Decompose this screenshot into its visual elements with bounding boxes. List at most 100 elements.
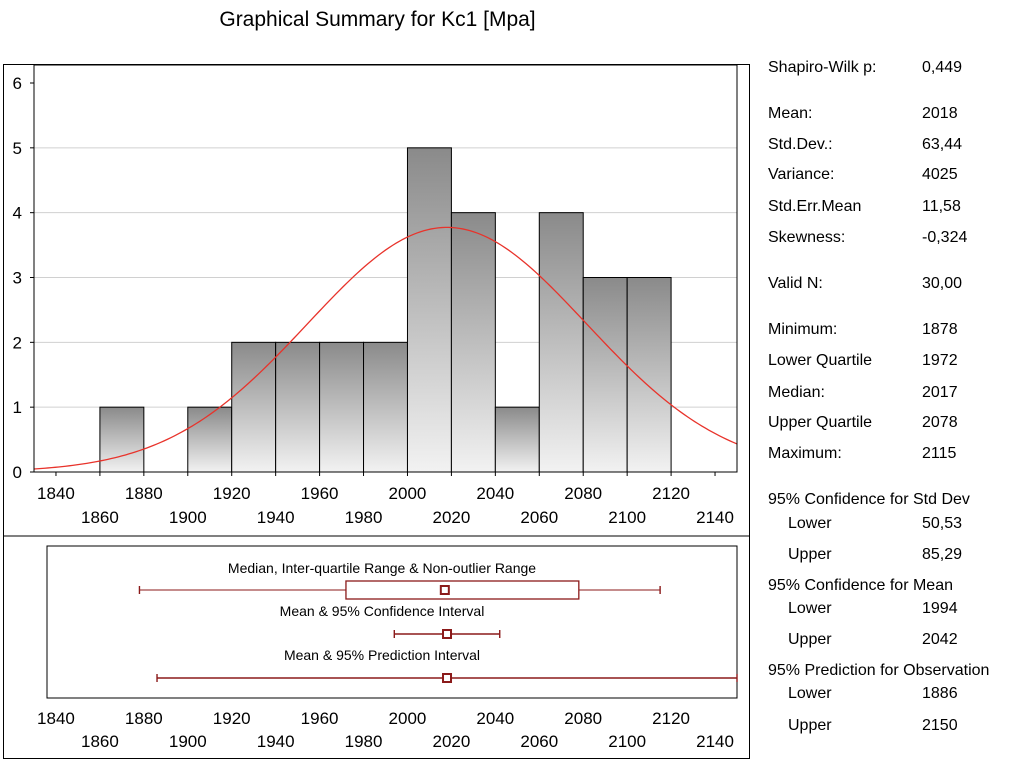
x-tick-label: 2100 <box>608 732 646 751</box>
center-marker <box>439 585 450 595</box>
stat-value: 2078 <box>922 414 958 431</box>
stat-label: Lower <box>788 600 832 617</box>
histogram-bar <box>538 212 584 473</box>
histogram-bar <box>363 341 408 473</box>
box-row-label: Mean & 95% Confidence Interval <box>280 603 485 619</box>
x-tick-label: 1920 <box>213 709 251 728</box>
stat-label: Upper Quartile <box>768 414 873 431</box>
statistics-panel: Shapiro-Wilk p: 0,449 Mean: 2018 Std.Dev… <box>768 0 1023 765</box>
y-tick-label: 1 <box>13 398 22 417</box>
stat-label: Lower <box>788 515 832 532</box>
x-tick-label: 2000 <box>389 484 427 503</box>
stat-value: 4025 <box>922 166 958 183</box>
x-tick-label: 1840 <box>37 709 75 728</box>
stat-value: 2042 <box>922 631 958 648</box>
x-tick-label: 1980 <box>345 732 383 751</box>
stat-label: Upper <box>788 631 832 648</box>
x-tick-label: 1860 <box>81 732 119 751</box>
x-tick-label: 2120 <box>652 709 690 728</box>
stat-label: Std.Dev.: <box>768 136 833 153</box>
histogram-plot-border <box>33 64 738 473</box>
stat-label: Minimum: <box>768 321 838 338</box>
y-tick-label: 6 <box>13 74 22 93</box>
stat-value: 50,53 <box>922 515 963 532</box>
stat-label: Lower <box>788 685 832 702</box>
x-tick-label: 1940 <box>257 732 295 751</box>
center-marker <box>442 673 453 683</box>
stat-label: Std.Err.Mean <box>768 198 862 215</box>
stat-label: Maximum: <box>768 445 842 462</box>
x-tick-label: 1840 <box>37 484 75 503</box>
histogram-bar <box>99 406 145 473</box>
histogram-bar <box>494 406 540 473</box>
stat-value: 85,29 <box>922 546 963 563</box>
stat-label: Mean: <box>768 105 813 122</box>
y-tick-label: 0 <box>13 463 22 482</box>
stat-label: Valid N: <box>768 275 823 292</box>
stat-value: 0,449 <box>922 59 963 76</box>
pi-obs-heading: 95% Prediction for Observation <box>768 662 990 679</box>
box-plot-border <box>46 545 738 699</box>
stat-label: Variance: <box>768 166 835 183</box>
center-marker <box>442 629 453 639</box>
x-tick-label: 1880 <box>125 484 163 503</box>
box-row-label: Median, Inter-quartile Range & Non-outli… <box>228 560 536 576</box>
x-tick-label: 1880 <box>125 709 163 728</box>
histogram-bar <box>626 277 672 473</box>
stat-value: 11,58 <box>922 198 961 215</box>
stat-value: 1878 <box>922 321 958 338</box>
stat-value: -0,324 <box>922 229 968 246</box>
x-tick-label: 2100 <box>608 508 646 527</box>
stat-label: Lower Quartile <box>768 352 873 369</box>
stat-value: 2017 <box>922 384 958 401</box>
y-tick-label: 3 <box>13 269 22 288</box>
stat-value: 30,00 <box>922 275 963 292</box>
ci-sd-heading: 95% Confidence for Std Dev <box>768 491 970 508</box>
histogram-bar <box>275 341 321 473</box>
stat-value: 63,44 <box>922 136 963 153</box>
x-tick-label: 1960 <box>301 484 339 503</box>
stat-value: 2018 <box>922 105 958 122</box>
stat-label: Upper <box>788 546 832 563</box>
chart-title: Graphical Summary for Kc1 [Mpa] <box>219 8 536 31</box>
x-tick-label: 2040 <box>476 484 514 503</box>
normal-curve <box>33 226 738 470</box>
x-tick-label: 2060 <box>520 732 558 751</box>
stat-value: 1972 <box>922 352 958 369</box>
stat-value: 1994 <box>922 600 958 617</box>
x-tick-label: 2020 <box>432 508 470 527</box>
x-tick-label: 2040 <box>476 709 514 728</box>
x-tick-label: 2060 <box>520 508 558 527</box>
stat-label: Upper <box>788 717 832 734</box>
x-tick-label: 2120 <box>652 484 690 503</box>
x-tick-label: 1900 <box>169 732 207 751</box>
stat-value: 2150 <box>922 717 958 734</box>
stat-value: 1886 <box>922 685 958 702</box>
stat-label: Median: <box>768 384 825 401</box>
x-tick-label: 2140 <box>696 508 734 527</box>
chart-canvas: 0 1 2 3 4 5 6 1840 1880 1920 1960 2000 2040 2080 2120 1… <box>4 64 749 751</box>
y-tick-label: 4 <box>13 204 22 223</box>
histogram-bar <box>406 147 452 473</box>
histogram-bar <box>319 341 365 473</box>
y-tick-label: 2 <box>13 333 22 352</box>
x-tick-label: 1940 <box>257 508 295 527</box>
y-tick-label: 5 <box>13 139 22 158</box>
iqr-box <box>345 580 580 600</box>
x-tick-label: 2080 <box>564 484 602 503</box>
x-tick-label: 2000 <box>389 709 427 728</box>
x-tick-label: 1900 <box>169 508 207 527</box>
histogram-bar <box>187 406 233 473</box>
ci-mean-heading: 95% Confidence for Mean <box>768 577 953 594</box>
box-row-label: Mean & 95% Prediction Interval <box>284 647 480 663</box>
stat-value: 2115 <box>922 445 957 462</box>
histogram-bar <box>450 212 496 473</box>
histogram-bar <box>231 341 277 473</box>
x-tick-label: 2080 <box>564 709 602 728</box>
x-tick-label: 1920 <box>213 484 251 503</box>
x-tick-label: 1860 <box>81 508 119 527</box>
x-tick-label: 1980 <box>345 508 383 527</box>
x-tick-label: 1960 <box>301 709 339 728</box>
x-tick-label: 2140 <box>696 732 734 751</box>
histogram-bar <box>582 277 628 473</box>
